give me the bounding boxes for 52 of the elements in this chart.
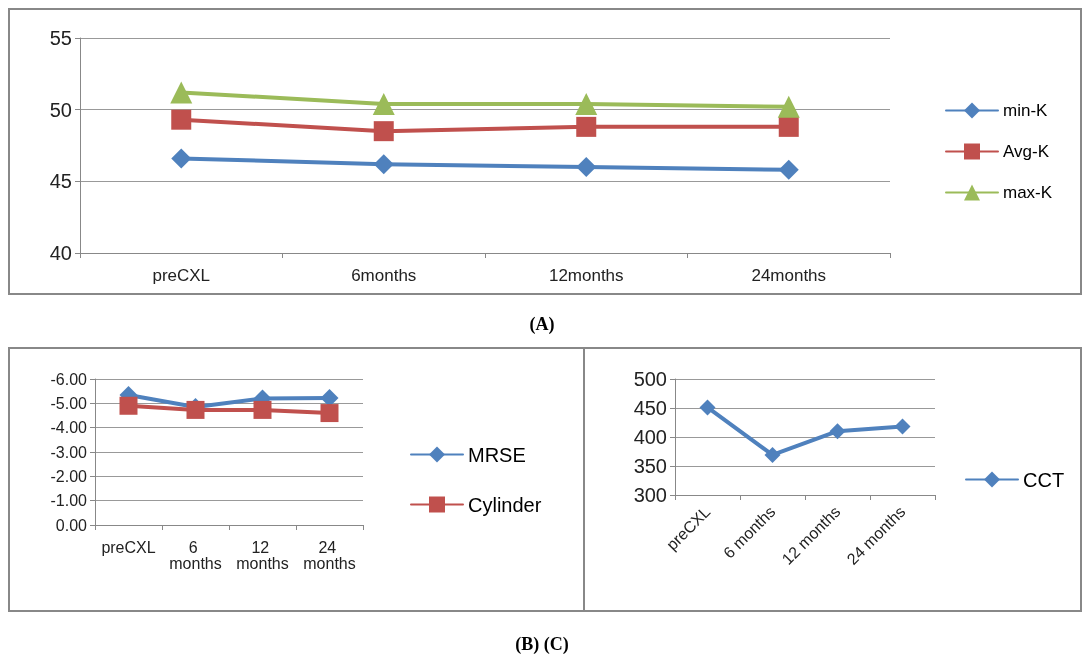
x-tick-label: 12 months — [236, 538, 289, 572]
point — [575, 92, 598, 115]
text: (A) — [528, 314, 556, 335]
point — [170, 81, 193, 104]
legend-label: Cylinder — [468, 493, 542, 516]
x-tick-label: preCXL — [101, 538, 156, 556]
legend-label: max-K — [1003, 183, 1053, 202]
point — [894, 418, 911, 435]
point — [171, 148, 192, 169]
y-tick-label: -6.00 — [50, 370, 88, 388]
point — [576, 116, 597, 137]
y-tick-label: 50 — [49, 98, 72, 121]
x-tick-label: 6 months — [169, 538, 222, 572]
point — [829, 423, 846, 440]
point — [119, 396, 138, 415]
y-tick-label: -5.00 — [50, 394, 88, 412]
y-tick-label: 400 — [633, 426, 667, 448]
point — [320, 388, 339, 407]
legend-label: CCT — [1023, 468, 1065, 491]
y-tick-label: -2.00 — [50, 467, 88, 485]
point — [699, 399, 716, 416]
point — [576, 157, 597, 177]
point — [778, 159, 799, 180]
y-tick-label: -4.00 — [50, 419, 88, 437]
y-tick-label: 300 — [633, 484, 667, 506]
y-tick-label: 45 — [49, 170, 72, 193]
point — [373, 121, 394, 142]
x-tick-label: 12months — [548, 266, 624, 285]
point — [253, 400, 272, 419]
legend-label: MRSE — [468, 443, 526, 466]
y-tick-label: -1.00 — [50, 492, 88, 510]
y-tick-label: 0.00 — [55, 516, 88, 534]
point — [373, 154, 394, 175]
point — [320, 404, 339, 423]
y-tick-label: -3.00 — [50, 443, 88, 461]
x-tick-label: 6months — [351, 266, 417, 285]
x-tick-label: preCXL — [152, 266, 211, 285]
text: (B) (C) — [514, 634, 570, 655]
point — [764, 446, 781, 463]
legend-label: min-K — [1003, 101, 1049, 120]
legend-label: Avg-K — [1003, 142, 1050, 161]
y-tick-label: 450 — [633, 397, 667, 419]
point — [778, 116, 799, 137]
point — [171, 109, 192, 130]
y-tick-label: 500 — [633, 368, 667, 390]
y-tick-label: 350 — [633, 455, 667, 477]
x-tick-label: 24months — [751, 266, 827, 285]
y-tick-label: 40 — [49, 242, 72, 264]
point — [372, 92, 395, 115]
point — [777, 95, 800, 118]
x-tick-label: 24 months — [303, 538, 356, 572]
y-tick-label: 55 — [49, 27, 72, 49]
